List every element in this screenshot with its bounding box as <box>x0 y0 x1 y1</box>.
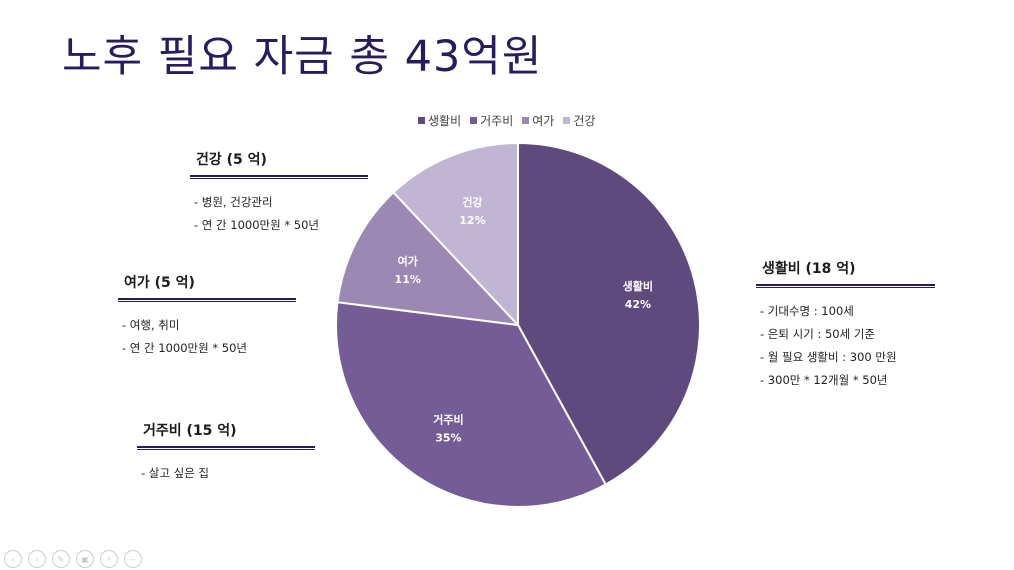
note-heading: 여가 (5 억) <box>124 275 195 291</box>
more-icon[interactable]: ⋯ <box>124 550 142 568</box>
legend-swatch <box>470 117 478 124</box>
slice-category-label: 거주비 <box>433 412 463 426</box>
slice-housing <box>335 301 608 508</box>
slice-value-label: 11% <box>395 273 421 286</box>
note-line: - 연 간 1000만원 * 50년 <box>122 341 247 355</box>
note-line: - 기대수명 : 100세 <box>760 304 854 318</box>
note-housing: 거주비 (15 억) - 살고 싶은 집 <box>137 420 315 485</box>
note-line: - 월 필요 생활비 : 300 만원 <box>760 350 897 364</box>
legend-item-housing: 거주비 <box>470 112 513 129</box>
slice-living <box>517 141 701 486</box>
legend-item-living: 생활비 <box>418 112 461 129</box>
slice-health <box>391 141 519 328</box>
note-health: 건강 (5 억) - 병원, 건강관리 - 연 간 1000만원 * 50년 <box>190 149 368 237</box>
legend-swatch <box>563 117 571 124</box>
note-line: - 300만 * 12개월 * 50년 <box>760 373 888 387</box>
legend-swatch <box>418 117 425 124</box>
note-divider <box>137 446 315 450</box>
note-heading: 거주비 (15 억) <box>143 423 237 439</box>
slice-value-label: 35% <box>435 431 461 444</box>
slides-icon[interactable]: ▣ <box>76 550 94 568</box>
legend-item-health: 건강 <box>563 112 595 129</box>
note-leisure: 여가 (5 억) - 여행, 취미 - 연 간 1000만원 * 50년 <box>118 272 296 360</box>
legend-label: 거주비 <box>480 114 514 128</box>
zoom-icon[interactable]: ⌕ <box>100 550 118 568</box>
slideshow-nav: ‹ › ✎ ▣ ⌕ ⋯ <box>4 550 142 568</box>
slice-value-label: 12% <box>459 214 485 227</box>
legend-label: 건강 <box>573 114 596 128</box>
legend-label: 여가 <box>532 114 555 128</box>
note-heading: 생활비 (18 억) <box>762 261 856 277</box>
note-living: 생활비 (18 억) - 기대수명 : 100세 - 은퇴 시기 : 50세 기… <box>756 258 935 392</box>
note-line: - 살고 싶은 집 <box>141 466 210 480</box>
slide-title: 노후 필요 자금 총 43억원 <box>62 32 543 82</box>
chart-legend: 생활비 거주비 여가 건강 <box>418 112 595 129</box>
note-line: - 은퇴 시기 : 50세 기준 <box>760 327 875 341</box>
slice-leisure <box>336 190 521 327</box>
note-line: - 여행, 취미 <box>122 318 180 332</box>
note-line: - 병원, 건강관리 <box>194 195 273 209</box>
next-icon[interactable]: › <box>28 550 46 568</box>
slice-value-label: 42% <box>625 298 651 311</box>
note-divider <box>118 298 296 302</box>
note-divider <box>756 284 935 288</box>
legend-label: 생활비 <box>428 114 462 128</box>
slice-category-label: 여가 <box>398 254 418 268</box>
note-divider <box>190 175 368 179</box>
note-line: - 연 간 1000만원 * 50년 <box>194 218 319 232</box>
pen-icon[interactable]: ✎ <box>52 550 70 568</box>
prev-icon[interactable]: ‹ <box>4 550 22 568</box>
slice-category-label: 생활비 <box>623 279 653 293</box>
legend-item-leisure: 여가 <box>522 112 554 129</box>
slice-category-label: 건강 <box>462 195 482 209</box>
note-heading: 건강 (5 억) <box>196 152 267 168</box>
legend-swatch <box>522 117 530 124</box>
